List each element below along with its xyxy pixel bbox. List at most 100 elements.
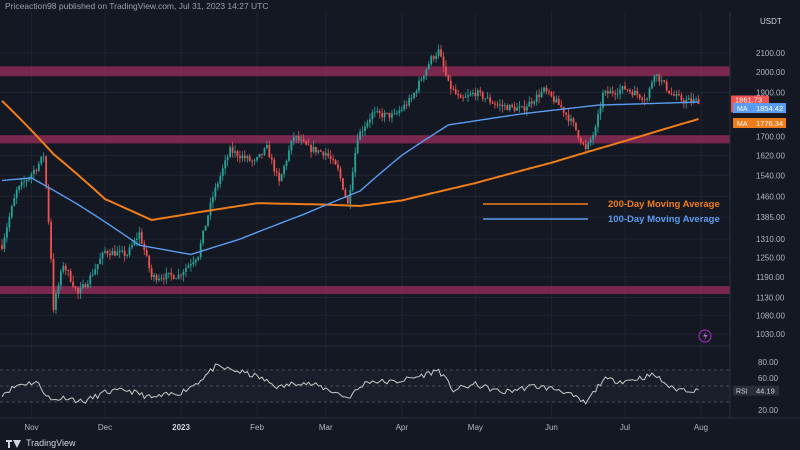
candle-body [138,232,141,239]
lightning-icon[interactable] [698,329,712,343]
candle-body [251,160,254,162]
price-tick-label: 1190.00 [756,273,785,282]
price-tick-label: 1385.00 [756,213,785,222]
candle-body [207,215,209,226]
ma-200-line [1,100,699,222]
time-tick-label: May [468,423,483,432]
candle-body [10,206,13,217]
candle-body [89,275,92,284]
candle-body [221,168,224,177]
price-tick-label: 2100.00 [756,49,785,58]
candle-body [555,98,558,103]
tradingview-brand[interactable]: TradingView [6,438,76,448]
candle-body [663,80,666,82]
candle-body [653,75,656,83]
candle-body [503,105,506,107]
candle-body [40,156,43,164]
candle-body [187,265,190,268]
candle-body [23,181,25,183]
candle-body [37,163,40,171]
candle-body [288,150,290,161]
candle-body [599,107,602,115]
candle-body [606,91,609,94]
candle-body [584,144,587,149]
candle-body [467,95,469,97]
candle-body [351,172,354,190]
moving-averages [1,100,699,256]
candle-body [413,93,415,99]
candle-body [275,171,278,173]
candle-body [86,283,89,288]
price-tick-label: 1620.00 [756,151,785,160]
candle-body [545,87,548,92]
candle-body [422,75,425,80]
candle-body [258,153,261,158]
candle-body [582,142,585,145]
candle-body [602,93,604,108]
candle-body [162,278,165,280]
price-tick-label: 1310.00 [756,235,785,244]
candle-body [231,147,234,153]
candle-body [565,112,568,115]
candle-body [153,275,155,277]
candle-body [513,106,516,111]
candle-body [94,269,97,275]
candle-body [202,230,205,244]
candle-body [415,91,418,94]
candle-body [420,79,423,81]
candle-body [685,99,688,104]
candle-body [55,294,57,310]
candle-body [476,90,479,96]
candle-body [442,56,445,67]
candle-body [59,271,62,286]
candle-body [628,90,631,92]
candle-body [197,256,200,260]
ma100-tag [733,103,753,114]
candle-body [511,104,514,107]
candle-body [91,274,94,276]
candle-body [369,119,371,123]
candle-body [209,202,212,216]
candle-body [189,264,192,266]
candle-body [290,140,293,151]
candle-body [498,104,501,106]
candle-body [562,106,565,113]
candle-body [506,105,509,111]
candle-body [611,91,614,94]
candle-body [214,187,217,197]
candle-body [408,98,411,106]
resistance-support-zones [0,66,730,294]
candle-body [219,176,222,184]
candle-body [8,216,11,228]
axes: USDT 2100.00 2000.00 1900.00 1700.00 1620.00 1… [24,17,785,432]
candle-body [472,92,474,94]
price-tick-label: 1460.00 [756,192,785,201]
candle-body [32,170,35,174]
candle-body [543,87,545,92]
candle-body [47,186,50,223]
candle-body [177,274,180,279]
candle-body [489,97,491,103]
candle-body [62,265,65,272]
candle-body [241,155,244,159]
candle-body [324,153,327,156]
candle-body [128,247,131,256]
price-zone [0,135,730,144]
candle-body [479,90,482,93]
ma100-value-tag [753,103,786,114]
candle-body [550,91,553,97]
legend-label-200: 200-Day Moving Average [608,199,720,210]
candle-body [256,157,258,161]
candle-body [160,278,163,280]
candle-body [1,245,3,249]
candle-body [339,168,342,179]
candle-body [427,64,430,70]
rsi-tick-label: 20.00 [758,406,779,415]
candle-body [74,286,77,288]
candle-body [447,75,450,81]
candle-body [626,89,629,91]
candle-body [535,94,538,102]
time-tick-label: Apr [396,423,409,432]
candle-body [327,153,330,157]
